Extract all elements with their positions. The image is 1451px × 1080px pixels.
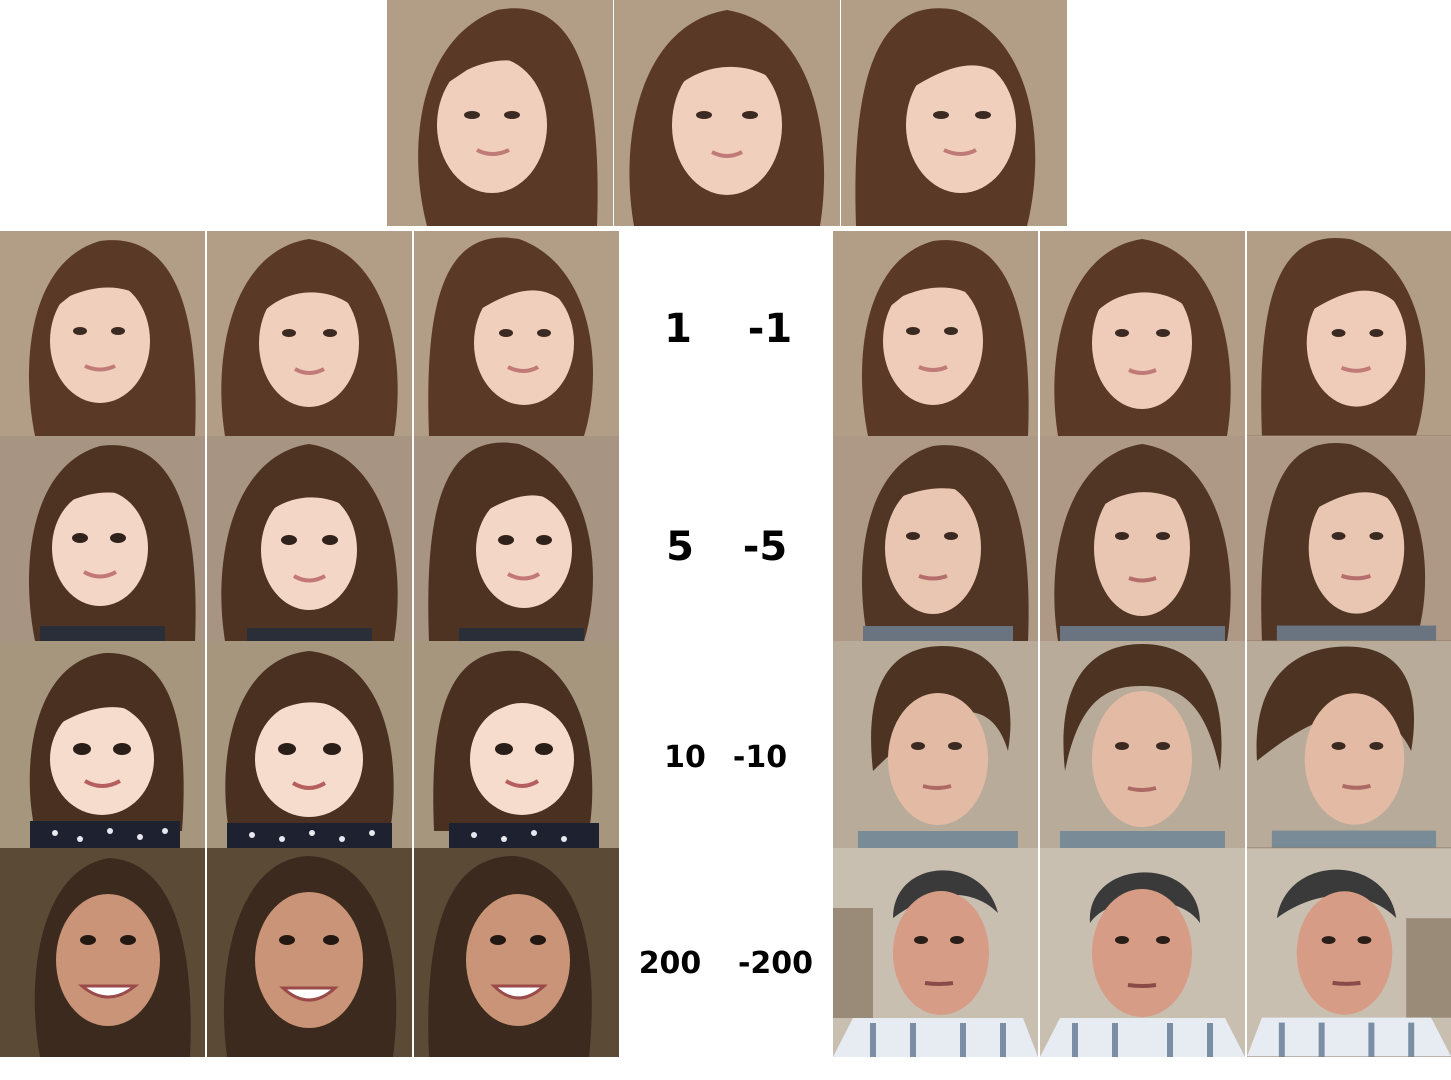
label-pos-1: 1 <box>664 306 692 352</box>
face-pos10-right <box>414 641 619 848</box>
face-pos1-right <box>414 231 619 436</box>
face-neg5-left <box>833 436 1038 641</box>
face-pos1-front <box>207 231 412 436</box>
label-neg-200: -200 <box>737 946 814 981</box>
face-neg200-left <box>833 848 1038 1057</box>
face-pos5-left <box>0 436 205 641</box>
face-pos200-right <box>414 848 619 1057</box>
label-neg-10: -10 <box>732 740 788 775</box>
face-neg10-front <box>1040 641 1245 848</box>
face-neg10-right <box>1247 641 1451 848</box>
face-pos1-left <box>0 231 205 436</box>
face-pos200-left <box>0 848 205 1057</box>
face-pos200-front <box>207 848 412 1057</box>
face-pos5-front <box>207 436 412 641</box>
face-neg5-right <box>1247 436 1451 641</box>
label-pos-10: 10 <box>664 740 706 775</box>
face-neg1-front <box>1040 231 1245 436</box>
label-pos-5: 5 <box>666 524 694 570</box>
original-face-right-pose <box>841 0 1067 226</box>
face-neg200-front <box>1040 848 1245 1057</box>
face-pos10-front <box>207 641 412 848</box>
positive-edit-grid <box>0 231 620 1057</box>
face-neg200-right <box>1247 848 1451 1057</box>
label-neg-1: -1 <box>747 306 793 352</box>
face-pos5-right <box>414 436 619 641</box>
face-neg1-left <box>833 231 1038 436</box>
label-neg-5: -5 <box>742 524 788 570</box>
original-face-strip <box>387 0 1067 226</box>
face-neg10-left <box>833 641 1038 848</box>
face-neg5-front <box>1040 436 1245 641</box>
face-pos10-left <box>0 641 205 848</box>
negative-edit-grid <box>833 231 1451 1057</box>
original-face-front-pose <box>614 0 840 226</box>
label-pos-200: 200 <box>638 946 702 981</box>
original-face-left-pose <box>387 0 613 226</box>
face-neg1-right <box>1247 231 1451 436</box>
